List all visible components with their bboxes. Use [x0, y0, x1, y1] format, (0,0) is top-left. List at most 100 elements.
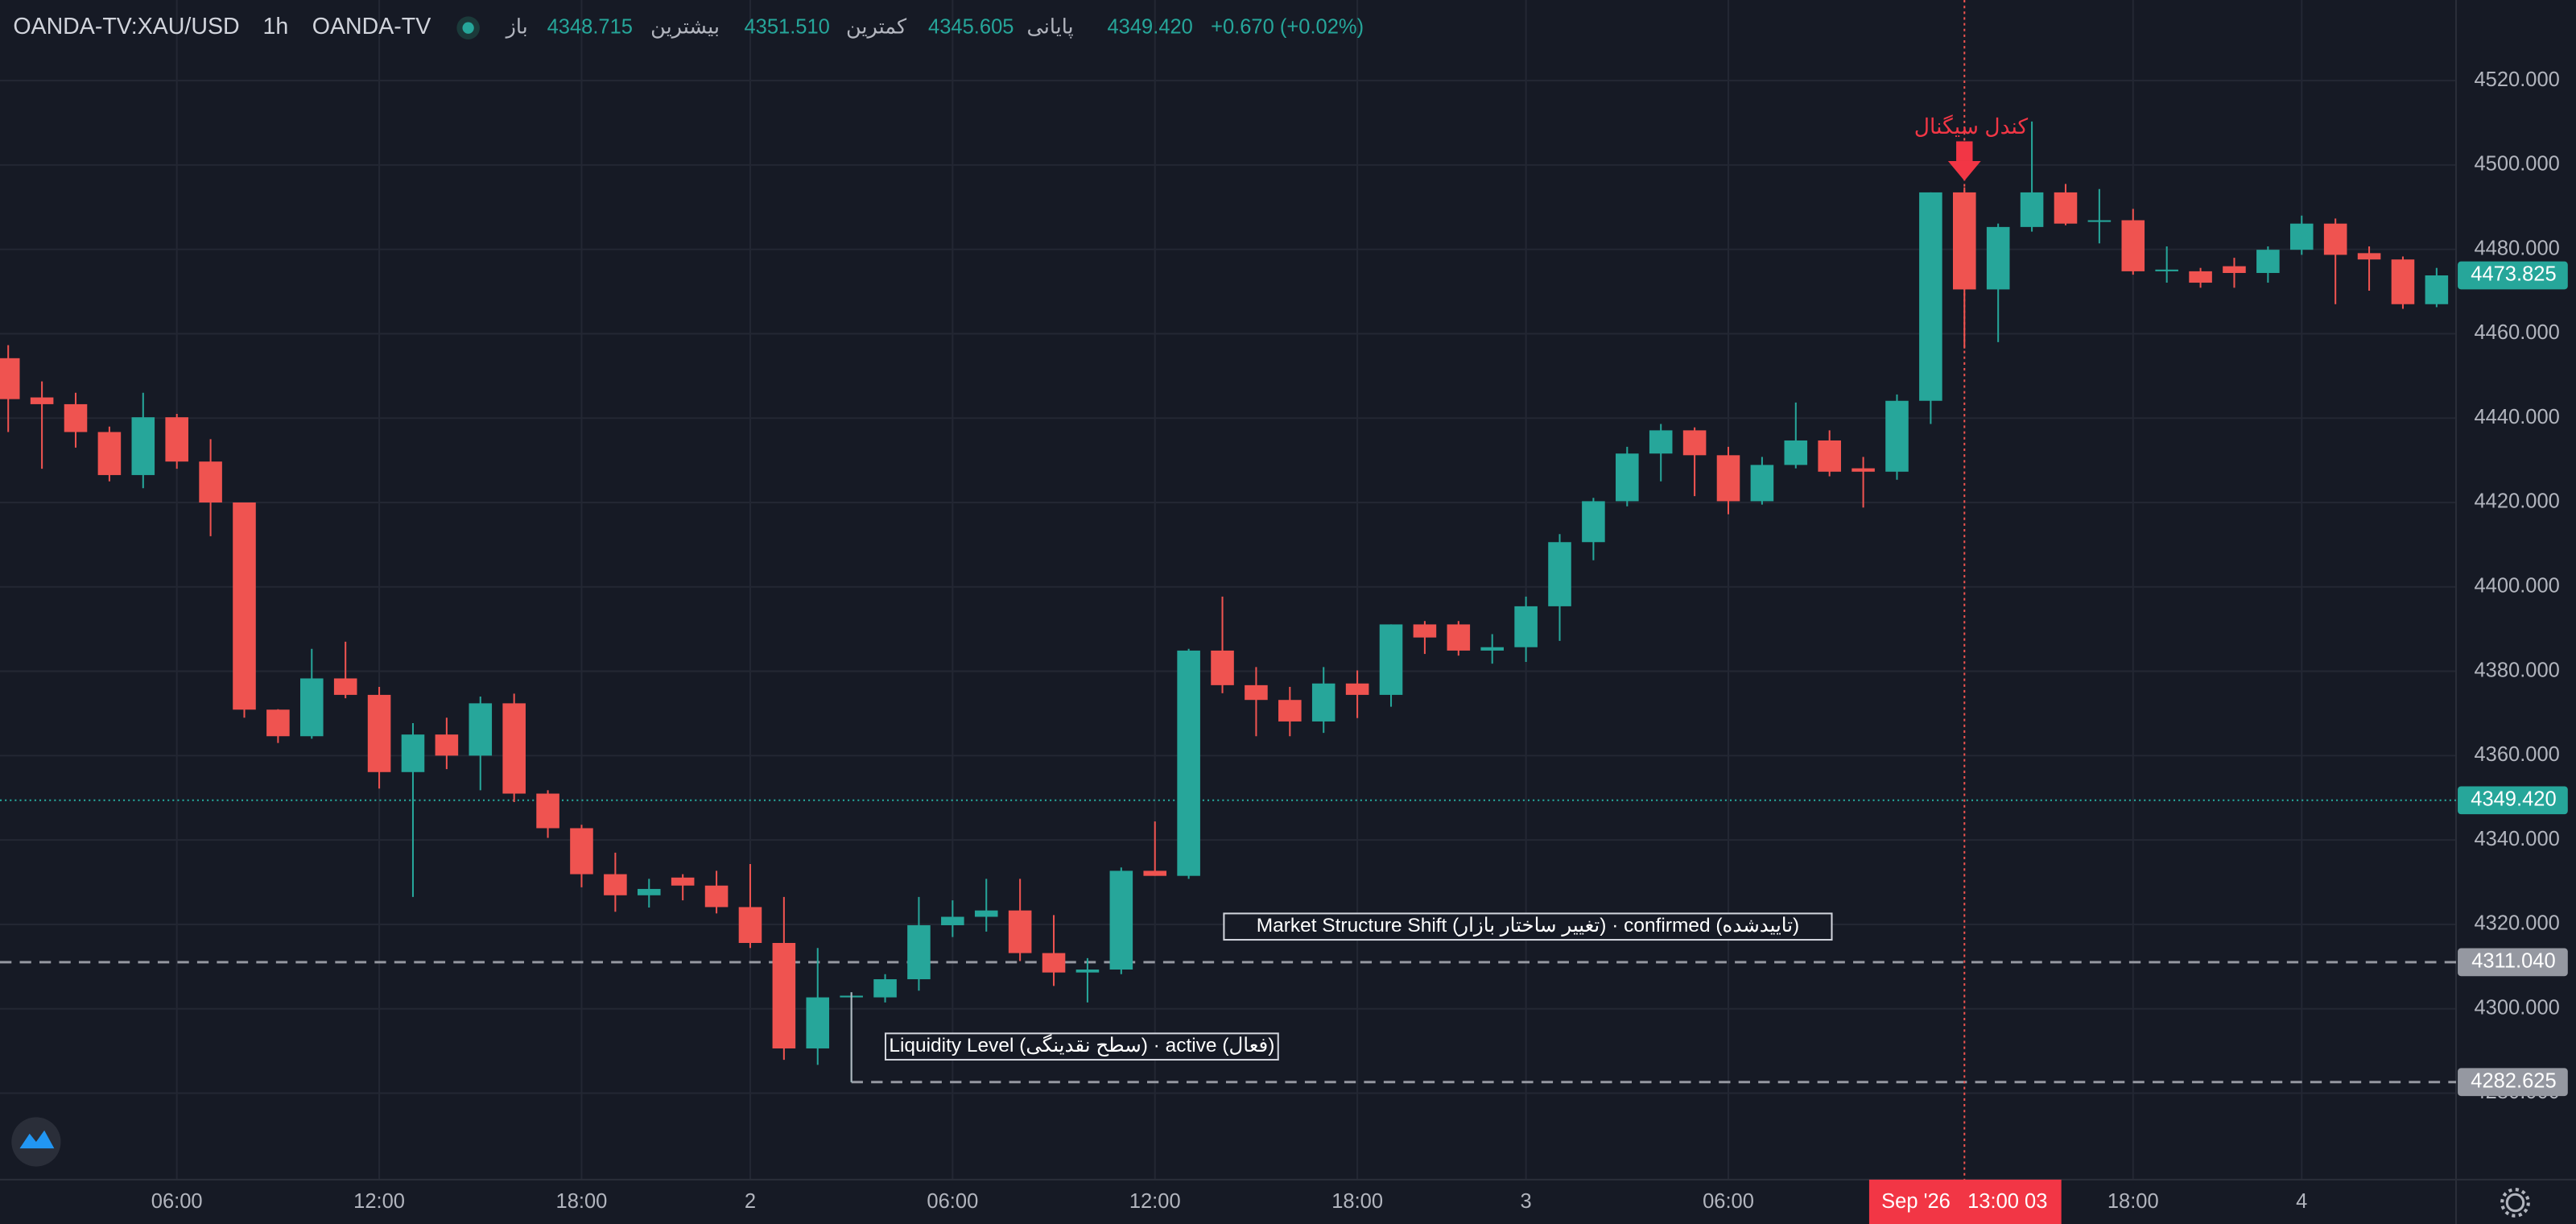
grid	[0, 0, 2457, 1180]
candle-body	[1548, 542, 1571, 606]
candle-body	[1143, 870, 1167, 876]
high-label: بیشترین	[650, 15, 720, 39]
x-tick-label: 18:00	[2107, 1190, 2159, 1213]
candle-body	[1042, 953, 1066, 973]
candle-body	[1413, 624, 1437, 638]
candle-body	[367, 694, 391, 772]
gear-teeth[interactable]	[2500, 1188, 2530, 1218]
y-tick-label: 4460.000	[2474, 321, 2559, 344]
candle-body	[2087, 220, 2112, 222]
y-tick-label: 4360.000	[2474, 743, 2559, 766]
candle-body	[1986, 226, 2010, 290]
candle-body	[1075, 969, 1100, 973]
signal-arrow-head	[1947, 160, 1981, 181]
x-tick-label: 12:00	[1129, 1190, 1181, 1213]
candle-body	[974, 910, 998, 917]
high-value: 4351.510	[744, 15, 829, 38]
gear[interactable]	[2505, 1193, 2525, 1213]
y-tick-label: 4320.000	[2474, 912, 2559, 935]
candle-body	[1345, 683, 1369, 695]
signal-arrow-shaft	[1956, 141, 1973, 161]
y-tick-label: 4500.000	[2474, 153, 2559, 176]
annotation-text: Market Structure Shift (تغییر ساختار باز…	[1257, 915, 1799, 937]
y-tick-label: 4400.000	[2474, 575, 2559, 598]
candle-body	[97, 432, 122, 475]
candle-body	[333, 678, 357, 695]
settings-icon[interactable]	[2500, 1188, 2530, 1218]
candle-body	[165, 417, 188, 462]
candle-body	[1852, 468, 1875, 472]
candle-body	[637, 888, 661, 895]
low-label: کمترین	[846, 15, 907, 39]
candle-body	[570, 828, 593, 875]
candle-body	[30, 397, 54, 404]
candle-body	[1379, 624, 1403, 695]
candle-body	[0, 358, 20, 399]
open-value: 4348.715	[547, 15, 633, 38]
candle-body	[873, 979, 897, 998]
annotation-box	[884, 1032, 1279, 1061]
candle-body	[2357, 253, 2381, 260]
x-tick-label: 18:00	[556, 1190, 608, 1213]
candle-body	[1245, 684, 1268, 701]
candle-body	[604, 874, 627, 895]
candle-body	[401, 734, 425, 772]
x-tick-label: 12:00	[353, 1190, 405, 1213]
x-tick-label: 06:00	[1703, 1190, 1754, 1213]
candle-body	[1582, 501, 1605, 543]
price-tag-label: 4311.040	[2471, 950, 2555, 973]
candle-body	[806, 997, 830, 1048]
candle-body	[435, 734, 459, 756]
candle-body	[469, 703, 493, 756]
candle-body	[1750, 465, 1774, 502]
candle-body	[1008, 910, 1032, 953]
candle-body	[1682, 430, 1707, 456]
close-value: 4349.420	[1108, 15, 1193, 38]
candle-body	[2020, 192, 2044, 227]
y-tick-label: 4480.000	[2474, 237, 2559, 259]
low-value: 4345.605	[928, 15, 1013, 38]
plot: کندل سیگنال Market Structure Shift (تغییر…	[0, 0, 2457, 1180]
interval: 1h	[263, 14, 289, 39]
candle-body	[536, 793, 559, 829]
candle-body	[1784, 440, 1808, 465]
logo	[11, 1117, 61, 1167]
candle-body	[2155, 269, 2178, 271]
candle-body	[1177, 650, 1200, 876]
x-tick-label: 18:00	[1331, 1190, 1383, 1213]
price-tag	[2458, 1068, 2568, 1097]
legend-header: OANDA-TV:XAU/USD 1h OANDA-TV باز 4348.71…	[13, 14, 1364, 39]
candle-body	[1716, 455, 1740, 502]
candle-body	[1818, 440, 1841, 472]
crosshair-label: Sep '26 13:00 03	[1881, 1190, 2047, 1213]
candle-body	[64, 403, 88, 432]
candle-body	[941, 916, 964, 925]
open-label: باز	[505, 15, 528, 39]
candle-body	[131, 417, 155, 475]
candle-body	[1109, 870, 1133, 970]
price-tag-label: 4473.825	[2471, 263, 2556, 286]
annotation-box	[1223, 912, 1833, 941]
candle-body	[1885, 400, 1909, 472]
status-dot	[462, 22, 474, 34]
price-tag	[2458, 261, 2568, 290]
source: OANDA-TV	[312, 14, 431, 39]
candle-body	[671, 877, 695, 886]
signal-label: کندل سیگنال	[1914, 114, 2029, 139]
candle-body	[2289, 223, 2314, 250]
candle-body	[1211, 650, 1234, 685]
candle-body	[2189, 271, 2212, 283]
price-tag	[2458, 786, 2568, 815]
price-tag-label: 4282.625	[2471, 1069, 2556, 1092]
candle-body	[772, 942, 796, 1048]
annotation-text: Liquidity Level (سطح نقدینگی) · active (…	[889, 1034, 1274, 1057]
candle-body	[1953, 192, 1976, 290]
y-tick-label: 4300.000	[2474, 996, 2559, 1019]
y-tick-label: 4420.000	[2474, 490, 2559, 513]
x-tick-label: 06:00	[151, 1190, 203, 1213]
candle-body	[1480, 647, 1504, 651]
y-tick-label: 4380.000	[2474, 659, 2559, 681]
